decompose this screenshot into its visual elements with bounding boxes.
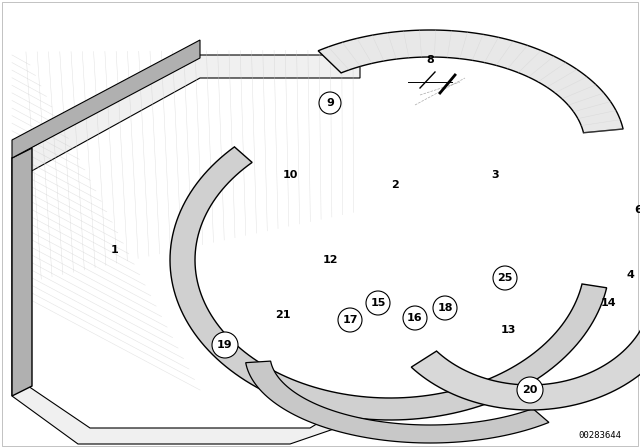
Text: 16: 16 [407, 313, 423, 323]
Circle shape [212, 332, 238, 358]
Text: 21: 21 [275, 310, 291, 320]
Polygon shape [12, 148, 32, 396]
Text: 12: 12 [323, 255, 338, 265]
Circle shape [403, 306, 427, 330]
Circle shape [366, 291, 390, 315]
Text: 2: 2 [391, 180, 399, 190]
Text: 15: 15 [371, 298, 386, 308]
Circle shape [517, 377, 543, 403]
Circle shape [433, 296, 457, 320]
Text: 6: 6 [634, 205, 640, 215]
Polygon shape [12, 55, 360, 444]
Circle shape [493, 266, 517, 290]
Text: 8: 8 [426, 55, 434, 65]
Text: 1: 1 [111, 245, 119, 255]
Text: 14: 14 [600, 298, 616, 308]
Text: 18: 18 [437, 303, 452, 313]
Polygon shape [246, 361, 549, 443]
Polygon shape [170, 147, 607, 420]
Circle shape [338, 308, 362, 332]
Circle shape [319, 92, 341, 114]
Text: 13: 13 [500, 325, 516, 335]
Text: 25: 25 [497, 273, 513, 283]
Text: 10: 10 [282, 170, 298, 180]
Text: 20: 20 [522, 385, 538, 395]
Text: 9: 9 [326, 98, 334, 108]
Polygon shape [318, 30, 623, 133]
Text: 00283644: 00283644 [579, 431, 621, 439]
Polygon shape [12, 40, 200, 158]
Text: 17: 17 [342, 315, 358, 325]
Text: 19: 19 [217, 340, 233, 350]
Polygon shape [412, 323, 640, 410]
Text: 3: 3 [491, 170, 499, 180]
Text: 4: 4 [626, 270, 634, 280]
